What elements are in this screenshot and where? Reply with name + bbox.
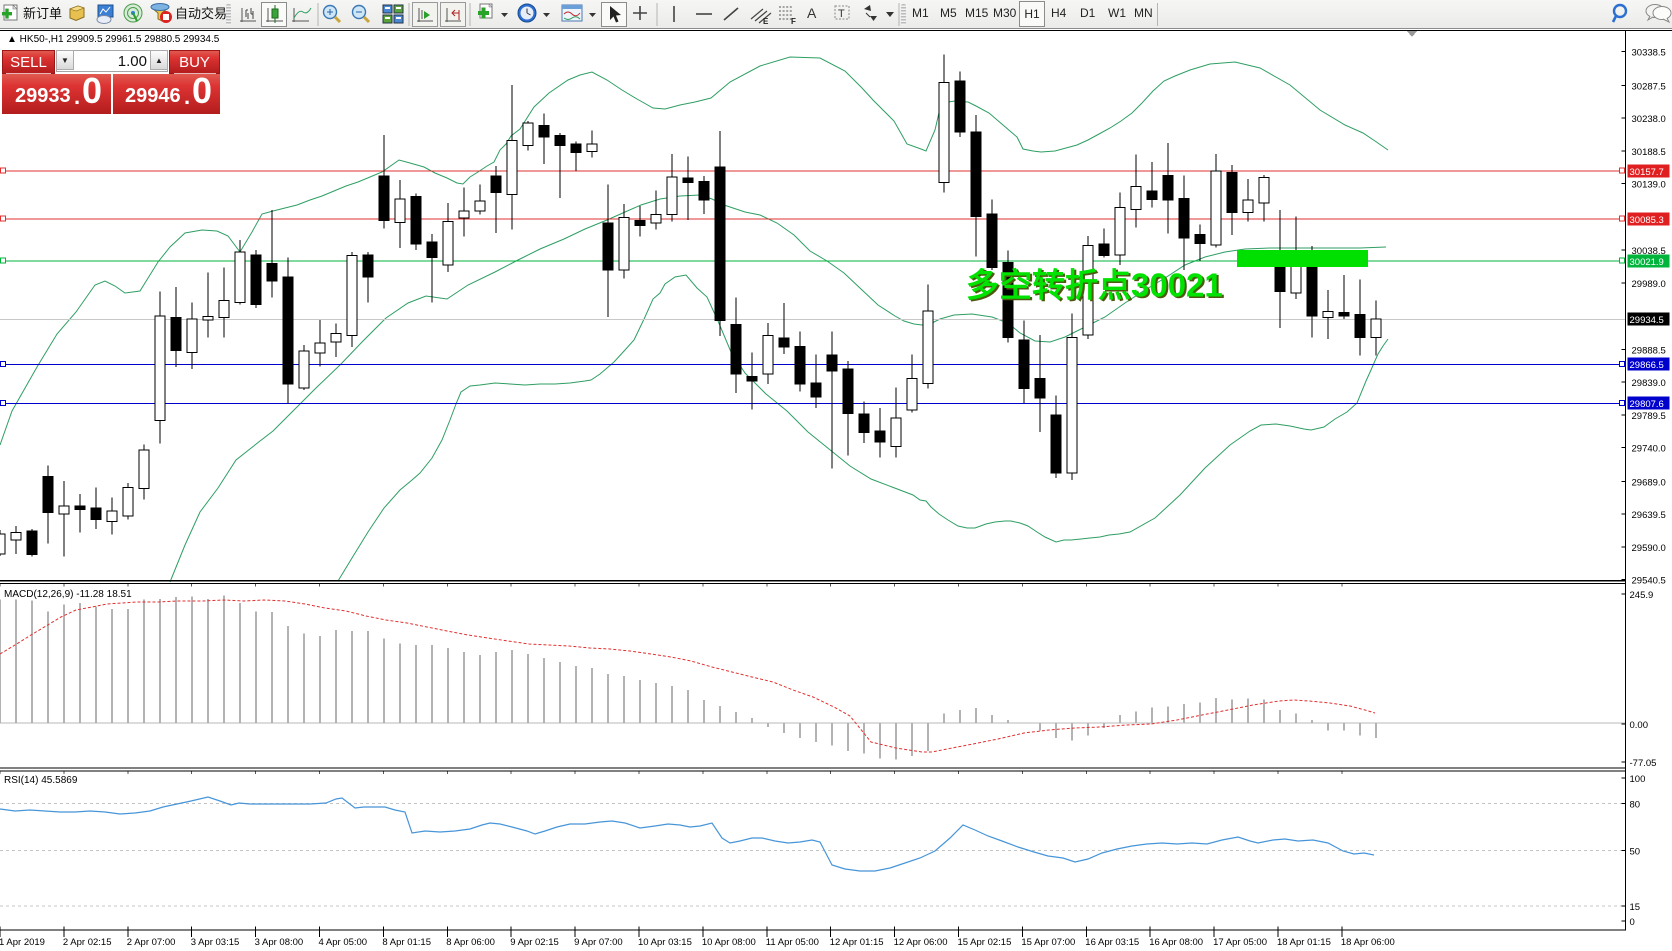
svg-text:30287.5: 30287.5 bbox=[1632, 81, 1666, 92]
svg-text:16 Apr 03:15: 16 Apr 03:15 bbox=[1085, 937, 1139, 948]
svg-text:▲ HK50-,H1 29909.5 29961.5 29: ▲ HK50-,H1 29909.5 29961.5 29880.5 29934… bbox=[7, 34, 220, 45]
svg-text:30038.5: 30038.5 bbox=[1632, 246, 1666, 257]
svg-text:16 Apr 08:00: 16 Apr 08:00 bbox=[1149, 937, 1203, 948]
svg-text:29989.0: 29989.0 bbox=[1632, 279, 1666, 290]
svg-text:10 Apr 03:15: 10 Apr 03:15 bbox=[638, 937, 692, 948]
svg-text:0: 0 bbox=[1630, 917, 1635, 928]
svg-text:18 Apr 06:00: 18 Apr 06:00 bbox=[1341, 937, 1395, 948]
svg-text:11 Apr 05:00: 11 Apr 05:00 bbox=[766, 937, 819, 948]
svg-text:12 Apr 06:00: 12 Apr 06:00 bbox=[894, 937, 948, 948]
svg-text:4 Apr 05:00: 4 Apr 05:00 bbox=[319, 937, 368, 948]
svg-text:30188.5: 30188.5 bbox=[1632, 147, 1666, 158]
svg-text:30338.5: 30338.5 bbox=[1632, 48, 1666, 59]
svg-text:29934.5: 29934.5 bbox=[1630, 315, 1664, 326]
svg-text:2 Apr 07:00: 2 Apr 07:00 bbox=[127, 937, 176, 948]
svg-text:MACD(12,26,9) -11.28 18.51: MACD(12,26,9) -11.28 18.51 bbox=[4, 589, 132, 600]
svg-text:50: 50 bbox=[1630, 846, 1641, 857]
svg-text:新订单: 新订单 bbox=[23, 6, 62, 21]
svg-text:2 Apr 02:15: 2 Apr 02:15 bbox=[63, 937, 112, 948]
svg-text:F: F bbox=[791, 17, 796, 26]
svg-text:T: T bbox=[838, 8, 845, 20]
svg-text:E: E bbox=[763, 17, 769, 26]
svg-text:29807.6: 29807.6 bbox=[1630, 399, 1664, 410]
svg-text:29689.0: 29689.0 bbox=[1632, 477, 1666, 488]
svg-text:29590.0: 29590.0 bbox=[1632, 543, 1666, 554]
svg-text:自动交易: 自动交易 bbox=[175, 6, 227, 21]
svg-text:29888.5: 29888.5 bbox=[1632, 345, 1666, 356]
svg-text:9 Apr 07:00: 9 Apr 07:00 bbox=[574, 937, 623, 948]
svg-text:30157.7: 30157.7 bbox=[1630, 167, 1664, 178]
svg-text:10 Apr 08:00: 10 Apr 08:00 bbox=[702, 937, 756, 948]
svg-text:15 Apr 02:15: 15 Apr 02:15 bbox=[958, 937, 1012, 948]
svg-text:29540.5: 29540.5 bbox=[1632, 576, 1666, 587]
svg-text:15 Apr 07:00: 15 Apr 07:00 bbox=[1021, 937, 1075, 948]
svg-text:A: A bbox=[807, 5, 817, 21]
svg-text:29740.0: 29740.0 bbox=[1632, 444, 1666, 455]
svg-text:29866.5: 29866.5 bbox=[1630, 360, 1664, 371]
svg-text:245.9: 245.9 bbox=[1630, 590, 1654, 601]
svg-text:30238.0: 30238.0 bbox=[1632, 114, 1666, 125]
svg-text:15: 15 bbox=[1630, 902, 1641, 913]
svg-text:0.00: 0.00 bbox=[1630, 720, 1649, 731]
svg-text:80: 80 bbox=[1630, 799, 1641, 810]
svg-text:3 Apr 08:00: 3 Apr 08:00 bbox=[255, 937, 304, 948]
svg-text:30139.0: 30139.0 bbox=[1632, 180, 1666, 191]
svg-text:29639.5: 29639.5 bbox=[1632, 510, 1666, 521]
svg-text:12 Apr 01:15: 12 Apr 01:15 bbox=[830, 937, 884, 948]
svg-text:多空转折点30021: 多空转折点30021 bbox=[966, 267, 1223, 304]
svg-text:9 Apr 02:15: 9 Apr 02:15 bbox=[510, 937, 559, 948]
svg-text:18 Apr 01:15: 18 Apr 01:15 bbox=[1277, 937, 1331, 948]
svg-text:3 Apr 03:15: 3 Apr 03:15 bbox=[191, 937, 240, 948]
svg-text:17 Apr 05:00: 17 Apr 05:00 bbox=[1213, 937, 1267, 948]
svg-text:100: 100 bbox=[1630, 774, 1646, 785]
svg-text:8 Apr 01:15: 8 Apr 01:15 bbox=[382, 937, 431, 948]
svg-text:29789.5: 29789.5 bbox=[1632, 411, 1666, 422]
svg-text:多空转折点30021: 多空转折点30021 bbox=[968, 268, 1225, 305]
svg-text:30021.9: 30021.9 bbox=[1630, 257, 1664, 268]
svg-text:RSI(14) 45.5869: RSI(14) 45.5869 bbox=[4, 775, 78, 786]
svg-text:1 Apr 2019: 1 Apr 2019 bbox=[0, 937, 45, 948]
svg-text:30085.3: 30085.3 bbox=[1630, 215, 1664, 226]
svg-text:29839.0: 29839.0 bbox=[1632, 378, 1666, 389]
svg-text:8 Apr 06:00: 8 Apr 06:00 bbox=[446, 937, 495, 948]
svg-text:-77.05: -77.05 bbox=[1630, 758, 1657, 769]
